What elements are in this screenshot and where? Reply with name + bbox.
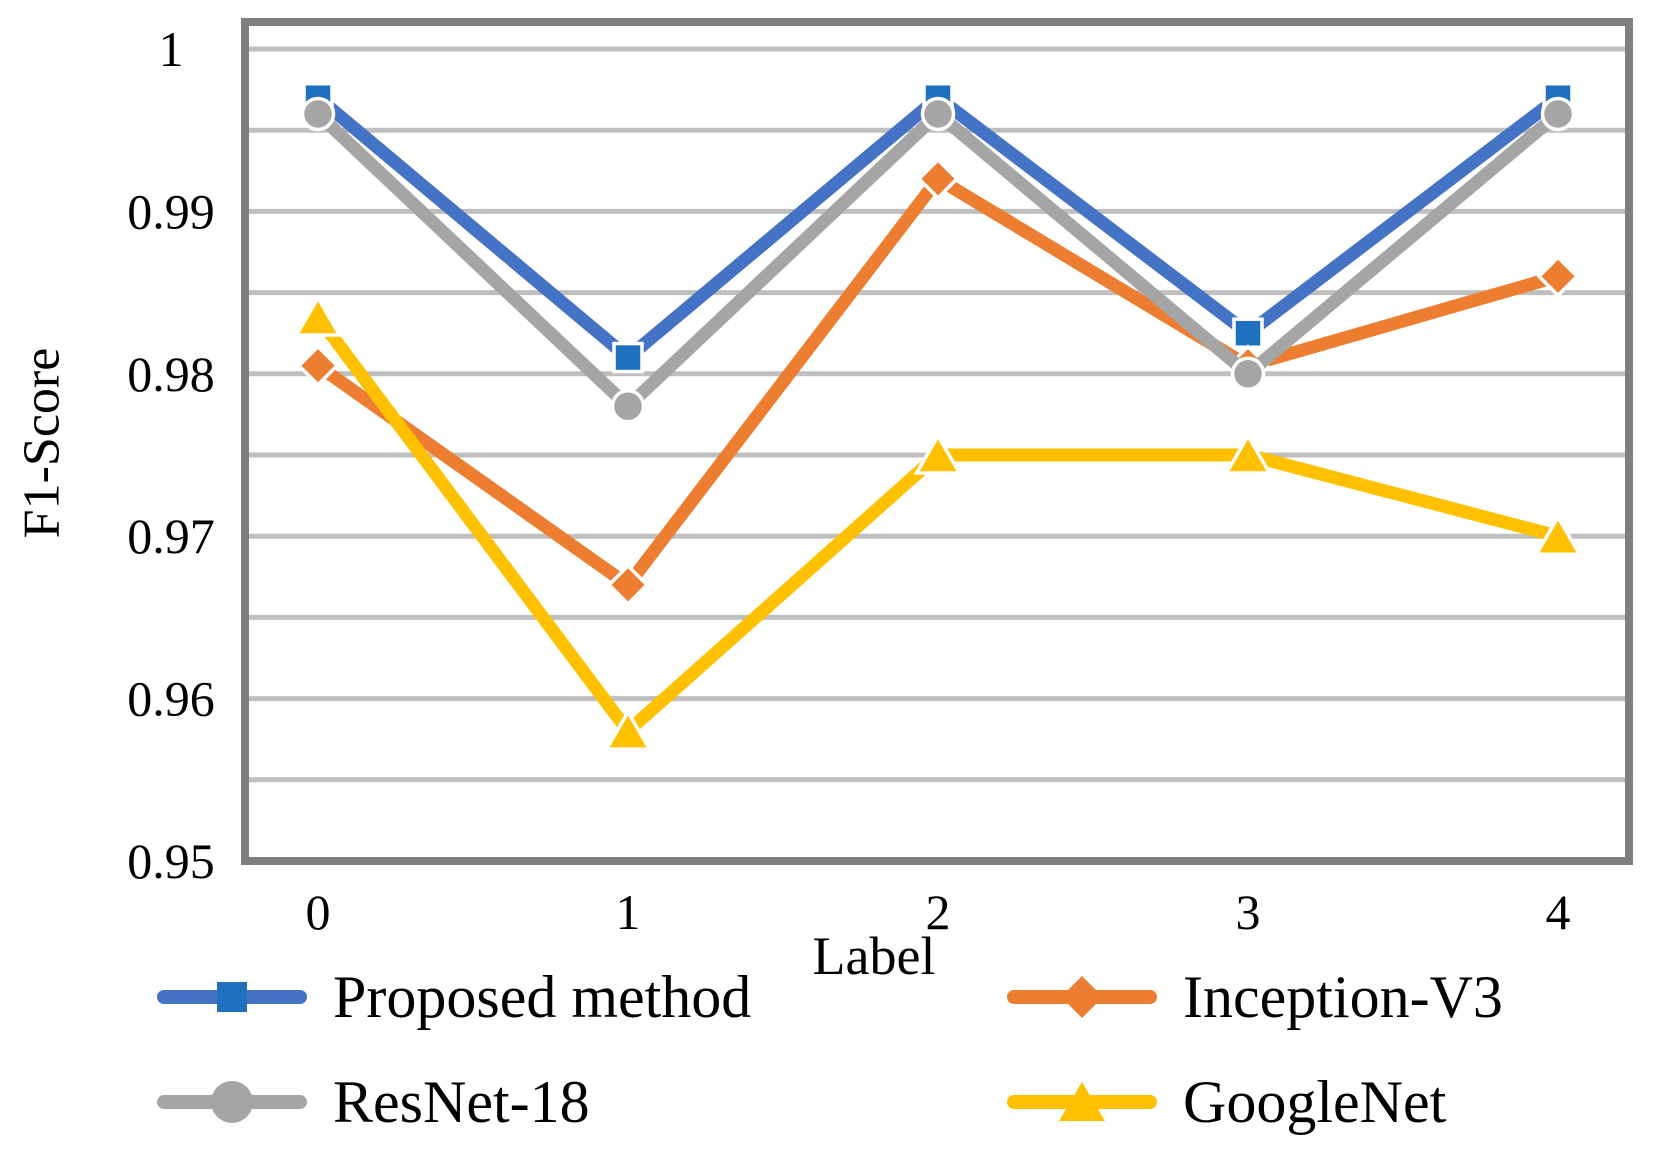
svg-text:0.96: 0.96: [127, 671, 215, 727]
y-axis-title: F1-Score: [13, 347, 71, 539]
svg-text:4: 4: [1546, 884, 1571, 940]
x-axis-tick-labels: 0 1 2 3 4: [306, 884, 1571, 940]
legend-item-resnet-18: ResNet-18: [157, 1068, 590, 1136]
svg-text:2: 2: [926, 884, 951, 940]
proposed-method-swatch: [157, 982, 307, 1012]
x-axis-title: Label: [812, 926, 936, 986]
svg-text:3: 3: [1236, 884, 1261, 940]
inception-v3-swatch: [1007, 976, 1157, 1018]
svg-text:0.98: 0.98: [127, 346, 215, 402]
legend-label: GoogleNet: [1183, 1069, 1447, 1135]
series-lines: [293, 81, 1583, 751]
svg-text:1: 1: [159, 21, 184, 77]
plot-border: [241, 18, 1633, 865]
svg-text:0.97: 0.97: [127, 508, 215, 564]
svg-text:0.99: 0.99: [127, 183, 215, 239]
legend-label: Inception-V3: [1183, 964, 1503, 1030]
y-axis-tick-labels: 1 0.99 0.98 0.97 0.96 0.95: [127, 21, 215, 889]
legend-item-googlenet: GoogleNet: [1007, 1068, 1446, 1136]
svg-text:1: 1: [616, 884, 641, 940]
legend-item-inception-v3: Inception-V3: [1007, 963, 1503, 1031]
svg-text:0: 0: [306, 884, 331, 940]
resnet-18-swatch: [157, 1081, 307, 1123]
legend-item-proposed-method: Proposed method: [157, 963, 751, 1031]
googlenet-swatch: [1007, 1082, 1157, 1121]
legend-label: ResNet-18: [333, 1069, 590, 1135]
legend-label: Proposed method: [333, 964, 752, 1030]
svg-text:0.95: 0.95: [127, 833, 215, 889]
